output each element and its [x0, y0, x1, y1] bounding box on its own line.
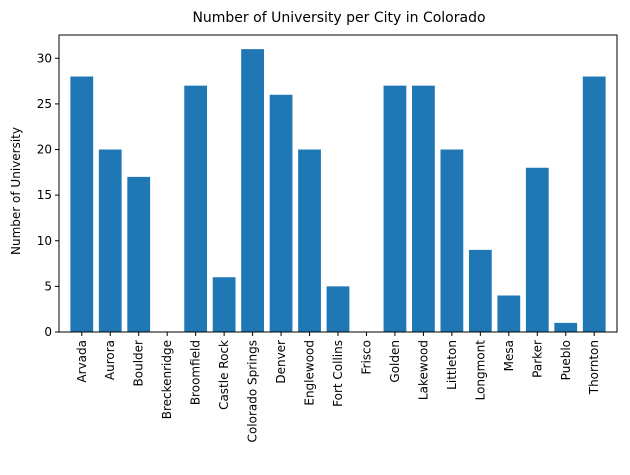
y-axis-label: Number of University: [9, 127, 23, 255]
y-tick-label: 15: [37, 188, 52, 202]
x-tick-label: Breckenridge: [160, 340, 174, 419]
x-tick-label: Parker: [530, 340, 544, 378]
y-tick-label: 30: [37, 51, 52, 65]
x-tick-label: Colorado Springs: [246, 340, 260, 442]
x-tick-label: Boulder: [132, 340, 146, 387]
x-tick-label: Aurora: [103, 340, 117, 380]
y-tick-label: 10: [37, 234, 52, 248]
bar-arvada: [70, 76, 94, 332]
x-tick-label: Fort Collins: [331, 340, 345, 407]
y-tick-label: 25: [37, 97, 52, 111]
x-tick-label: Golden: [388, 340, 402, 383]
plot-frame: [58, 34, 618, 333]
x-tick-label: Castle Rock: [217, 340, 231, 410]
bar-denver: [269, 94, 293, 332]
x-tick-label: Englewood: [303, 340, 317, 406]
bar-pueblo: [554, 322, 578, 332]
bar-longmont: [468, 249, 492, 332]
bar-castle-rock: [212, 277, 236, 332]
bar-thornton: [582, 76, 606, 332]
y-tick-label: 0: [44, 325, 52, 339]
y-tick-label: 5: [44, 279, 52, 293]
x-tick-label: Lakewood: [416, 340, 430, 400]
x-tick-label: Broomfield: [189, 340, 203, 405]
x-tick-label: Littleton: [445, 340, 459, 390]
x-tick-label: Arvada: [75, 340, 89, 383]
bars-group: [70, 49, 606, 333]
bar-lakewood: [412, 85, 435, 332]
y-axis: 0 5 10 15 20 25 30: [37, 51, 59, 339]
bar-englewood: [298, 149, 321, 332]
bar-golden: [383, 85, 407, 332]
x-tick-label: Denver: [274, 340, 288, 384]
x-tick-label: Longmont: [473, 340, 487, 401]
bar-mesa: [497, 295, 521, 332]
bar-parker: [525, 167, 549, 332]
x-tick-label: Mesa: [502, 340, 516, 371]
x-tick-label: Thornton: [587, 340, 601, 395]
bar-aurora: [98, 149, 122, 332]
bar-littleton: [440, 149, 464, 332]
x-tick-label: Pueblo: [559, 340, 573, 380]
chart-title: Number of University per City in Colorad…: [192, 10, 485, 26]
bar-fort-collins: [326, 286, 350, 332]
bar-boulder: [127, 176, 151, 332]
bar-colorado-springs: [241, 49, 264, 333]
bar-broomfield: [184, 85, 208, 332]
x-axis: Arvada Aurora Boulder Breckenridge Broomfiel…: [75, 332, 601, 442]
x-tick-label: Frisco: [359, 340, 373, 375]
y-tick-label: 20: [37, 143, 52, 157]
